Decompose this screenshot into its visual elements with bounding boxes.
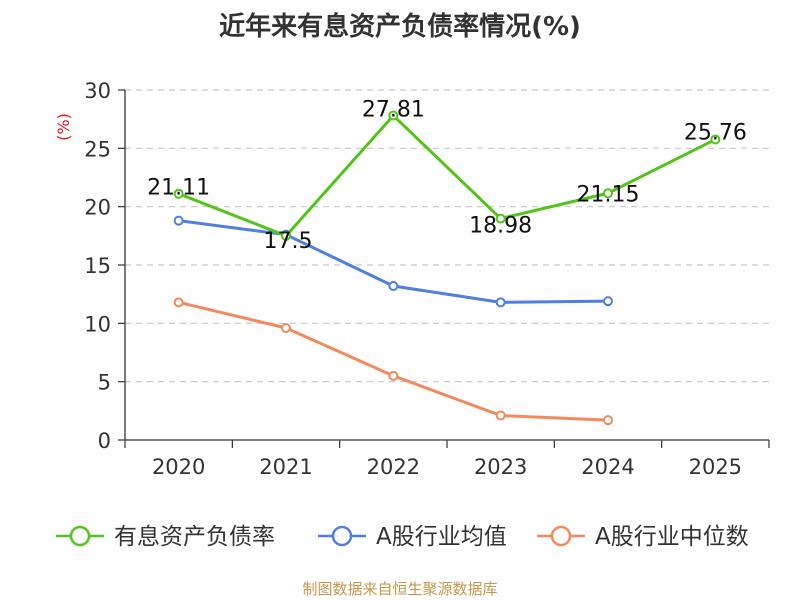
data-point bbox=[388, 370, 399, 381]
data-label: 18.98 bbox=[469, 214, 532, 239]
legend-label: A股行业均值 bbox=[376, 524, 507, 550]
data-point bbox=[281, 323, 291, 333]
data-label: 21.11 bbox=[147, 176, 210, 201]
data-point bbox=[495, 410, 506, 421]
y-tick-label: 0 bbox=[98, 429, 111, 453]
y-tick-label: 25 bbox=[84, 137, 111, 161]
y-tick-label: 15 bbox=[84, 254, 111, 278]
x-tick-label: 2021 bbox=[259, 455, 312, 479]
x-tick-label: 2022 bbox=[367, 455, 420, 479]
data-point bbox=[388, 110, 399, 121]
data-point bbox=[603, 415, 613, 426]
x-tick-label: 2024 bbox=[581, 455, 634, 479]
y-axis-label: (%) bbox=[54, 113, 73, 141]
data-label: 25.76 bbox=[684, 120, 747, 145]
series-line bbox=[178, 300, 609, 422]
legend-label: 有息资产负债率 bbox=[114, 524, 275, 550]
data-point bbox=[495, 297, 506, 308]
y-tick-label: 30 bbox=[84, 79, 111, 103]
data-label: 17.5 bbox=[264, 229, 313, 254]
data-point bbox=[495, 213, 506, 224]
x-tick-label: 2023 bbox=[474, 455, 527, 479]
x-tick-label: 2020 bbox=[152, 455, 205, 479]
data-point bbox=[173, 188, 184, 199]
data-point bbox=[603, 188, 613, 199]
legend-label: A股行业中位数 bbox=[595, 524, 749, 550]
data-point bbox=[603, 296, 613, 307]
source-footer: 制图数据来自恒生聚源数据库 bbox=[302, 580, 498, 598]
series-line bbox=[178, 114, 717, 238]
data-label: 27.81 bbox=[362, 98, 425, 123]
x-tick-label: 2025 bbox=[689, 455, 742, 479]
y-tick-label: 20 bbox=[84, 196, 111, 220]
chart-title: 近年来有息资产负债率情况(%) bbox=[219, 12, 581, 42]
data-point bbox=[388, 281, 399, 291]
data-point bbox=[173, 297, 184, 308]
legend-marker bbox=[69, 525, 91, 547]
y-tick-label: 5 bbox=[98, 371, 111, 395]
data-label: 21.15 bbox=[577, 182, 640, 207]
data-point bbox=[710, 134, 721, 145]
data-point bbox=[173, 215, 184, 226]
y-tick-label: 10 bbox=[84, 312, 111, 336]
legend-marker bbox=[550, 525, 572, 547]
legend-marker bbox=[331, 525, 353, 547]
data-point bbox=[281, 230, 291, 241]
